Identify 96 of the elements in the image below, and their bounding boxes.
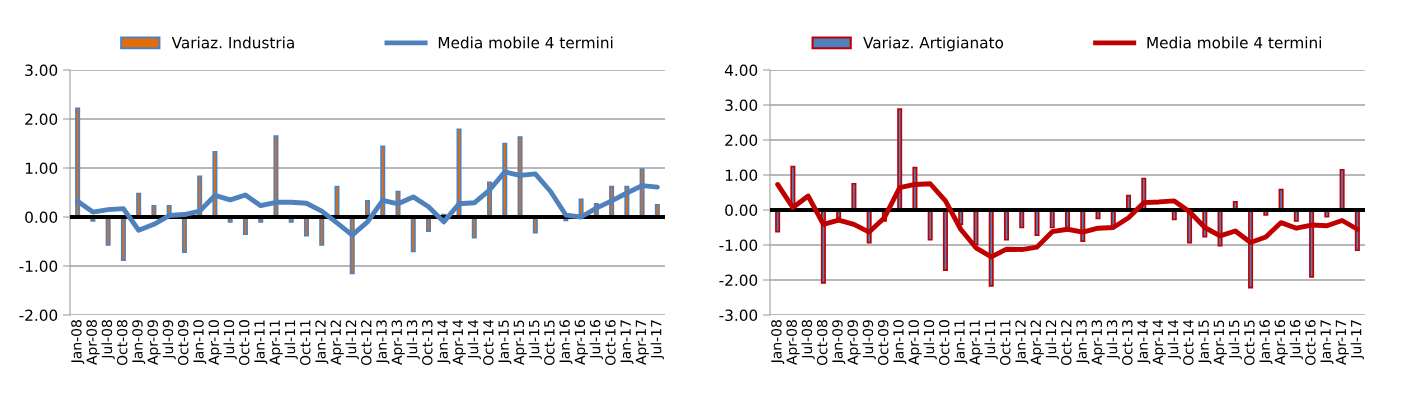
x-tick-label: Apr-12 [1030,320,1044,365]
x-tick-label: Jan-16 [559,320,573,364]
y-tick-label: 2.00 [725,134,758,147]
x-tick-label: Apr-17 [635,320,649,365]
x-tick-label: Apr-10 [908,320,922,365]
x-tick-label: Jul-11 [284,320,298,360]
x-tick-label: Oct-11 [300,320,311,366]
x-tick-label: Apr-12 [330,320,344,365]
x-tick-label: Jul-09 [862,320,876,360]
x-tick-label: Oct-10 [238,320,250,366]
x-tick-label: Apr-17 [1335,320,1349,365]
x-tick-label: Jan-11 [254,320,268,364]
x-tick-label: Jan-10 [193,320,207,364]
x-tick-label: Jan-15 [1198,320,1212,364]
x-tick-label: Jan-13 [1076,320,1090,364]
x-tick-label: Jul-10 [923,320,937,360]
x-tick-label: Oct-11 [1000,320,1011,366]
x-tick-label: Jul-13 [406,320,420,360]
x-tick-label: Apr-11 [269,320,283,365]
x-tick-label: Jul-09 [162,320,176,360]
x-tick-label: Apr-13 [391,320,405,365]
x-tick-label: Apr-15 [513,320,527,365]
x-tick-label: Oct-09 [877,320,889,366]
x-tick-label: Jan-17 [1320,320,1334,364]
x-tick-label: Apr-13 [1091,320,1105,365]
x-tick-label: Jul-11 [984,320,998,360]
x-tick-label: Jul-08 [801,320,815,360]
x-tick-label: Apr-09 [147,320,161,365]
x-tick-label: Apr-09 [847,320,861,365]
x-tick-label: Jul-15 [1228,320,1242,360]
x-tick-label: Oct-16 [605,320,616,366]
x-tick-label: Oct-15 [1244,320,1255,366]
x-tick-label: Apr-10 [208,320,222,365]
x-tick-label: Jan-10 [893,320,907,364]
x-tick-label: Oct-08 [816,320,828,366]
x-tick-label: Apr-15 [1213,320,1227,365]
x-tick-label: Oct-14 [1183,319,1194,366]
x-tick-label: Jan-15 [498,320,512,364]
y-tick-label: -2.00 [19,309,58,322]
x-tick-label: Jan-09 [832,320,846,364]
x-tick-label: Jul-17 [1350,320,1364,360]
x-tick-label: Jul-14 [467,319,481,360]
x-tick-label: Apr-08 [786,320,800,365]
y-tick-label: 0.00 [25,211,58,224]
legend-label: Variaz. Artigianato [863,36,1004,52]
x-tick-label: Jan-14 [1137,319,1151,364]
x-tick-label: Oct-09 [177,320,189,366]
y-tick-label: 3.00 [725,99,758,112]
x-tick-label: Jul-17 [650,320,664,360]
x-tick-label: Oct-15 [544,320,555,366]
x-tick-label: Apr-14 [1152,319,1166,365]
x-tick-label: Jan-08 [771,320,785,364]
x-tick-label: Apr-08 [86,320,100,365]
x-tick-label: Jul-12 [1045,320,1059,360]
x-tick-label: Jan-17 [620,320,634,364]
x-tick-label: Jul-12 [345,320,359,360]
x-tick-label: Jul-08 [101,320,115,360]
y-tick-label: 3.00 [25,64,58,77]
x-tick-label: Jan-11 [954,320,968,364]
x-tick-label: Jul-16 [589,320,603,360]
x-tick-label: Jan-08 [71,320,85,364]
x-tick-label: Jul-13 [1106,320,1120,360]
x-tick-label: Oct-12 [361,320,372,366]
y-tick-label: 4.00 [724,64,758,77]
y-tick-label: -3.00 [719,309,758,322]
legend-label: Media mobile 4 termini [438,36,613,49]
x-tick-label: Apr-16 [574,320,588,365]
x-tick-label: Jul-10 [223,320,237,360]
x-tick-label: Jan-12 [1015,320,1029,364]
y-tick-label: 2.00 [25,113,58,126]
x-tick-label: Apr-14 [452,319,466,365]
x-tick-label: Jan-14 [437,319,451,364]
legend-label: Variaz. Industria [171,36,294,49]
x-tick-label: Jan-09 [132,320,146,364]
x-tick-label: Oct-13 [422,320,433,366]
x-tick-label: Jul-15 [528,320,542,360]
y-tick-label: -2.00 [719,274,758,287]
y-tick-label: -1.00 [19,260,58,273]
x-tick-label: Oct-14 [483,319,494,366]
x-tick-label: Apr-16 [1274,320,1288,365]
x-tick-label: Oct-13 [1122,320,1133,366]
y-tick-label: -1.00 [719,239,758,252]
x-tick-label: Jan-13 [376,320,390,364]
x-tick-label: Jul-14 [1167,319,1181,360]
y-tick-label: 0.00 [725,204,758,217]
x-tick-label: Oct-12 [1061,320,1072,366]
legend-label: Media mobile 4 termini [1147,36,1321,49]
x-tick-label: Oct-10 [938,320,950,366]
x-tick-label: Oct-16 [1305,320,1316,366]
y-tick-label: 1.00 [25,162,58,175]
x-tick-label: Jul-16 [1289,320,1303,360]
x-tick-label: Apr-11 [969,320,983,365]
x-tick-label: Jan-12 [315,320,329,364]
x-tick-label: Jan-16 [1259,320,1273,364]
x-tick-label: Oct-08 [116,320,128,366]
y-tick-label: 1.00 [725,169,758,182]
